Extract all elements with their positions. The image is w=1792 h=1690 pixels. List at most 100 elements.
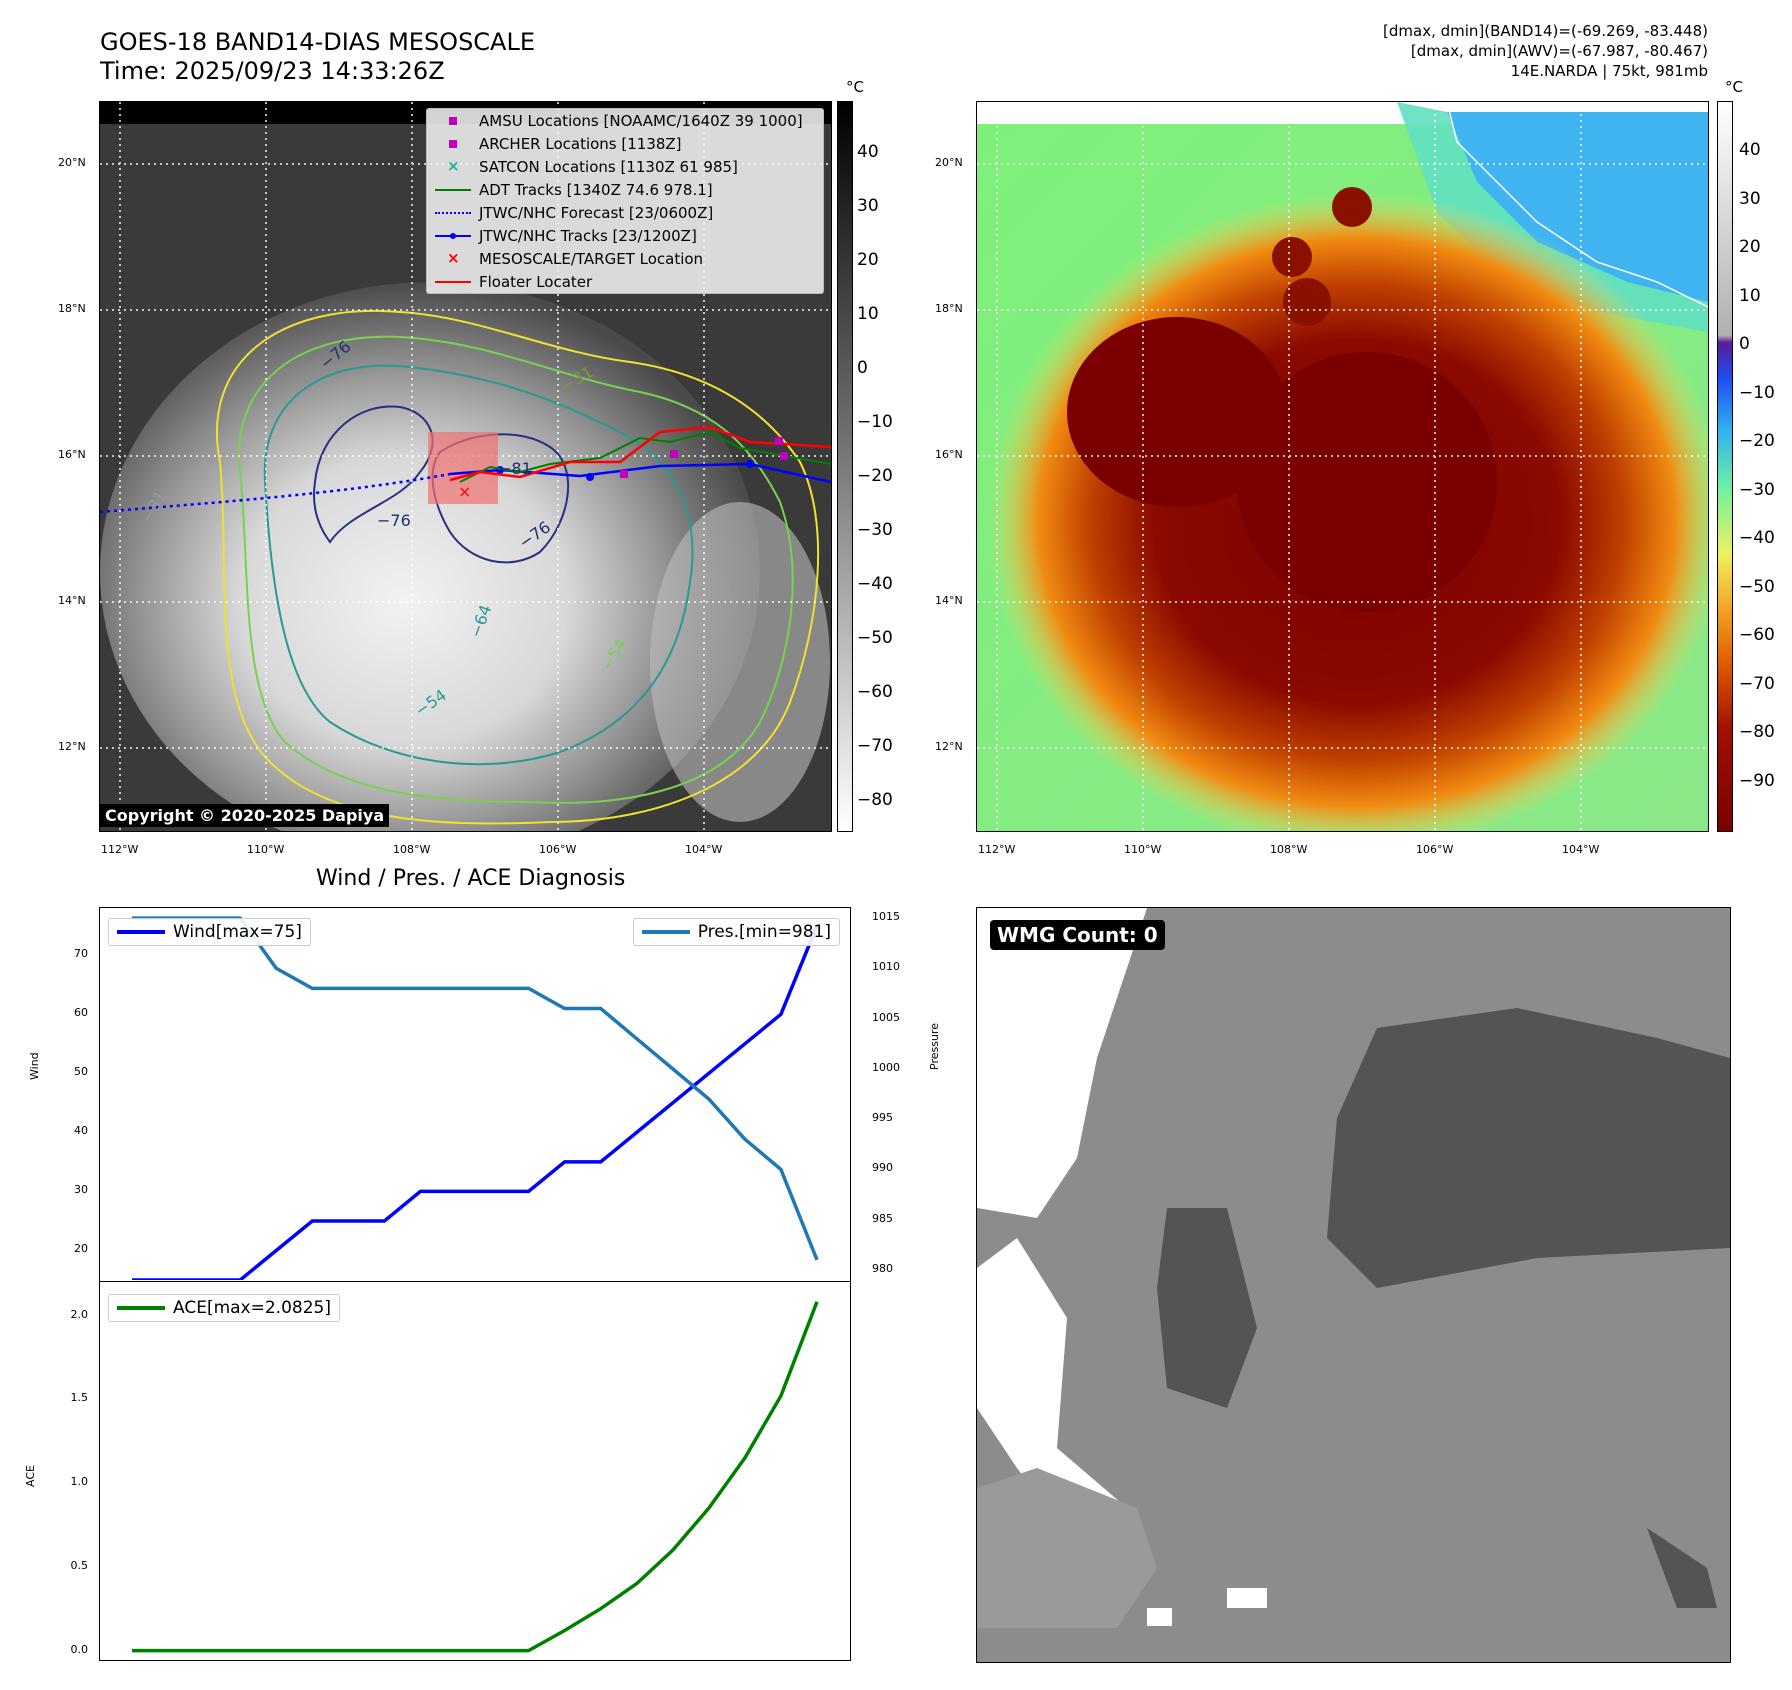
legend-item-floater: Floater Locater — [427, 270, 823, 293]
legend-item-tracks: JTWC/NHC Tracks [23/1200Z] — [427, 224, 823, 247]
colorbar-tick: −10 — [857, 412, 893, 432]
colorbar-tick: −50 — [857, 628, 893, 648]
colorbar-tick: −90 — [1739, 770, 1775, 791]
y-tick-label: 1000 — [872, 1060, 900, 1074]
y-tick-label: 995 — [872, 1111, 893, 1125]
lat-tick: 16°N — [58, 448, 86, 461]
y-tick-label: 20 — [74, 1242, 88, 1256]
lat-tick: 14°N — [58, 594, 86, 607]
lon-tick: 112°W — [101, 843, 139, 856]
colorbar-tick: −80 — [1739, 722, 1775, 742]
ace-svg — [132, 1301, 819, 1653]
colorbar-unit: °C — [846, 78, 864, 96]
y-tick-label: 0.5 — [70, 1558, 89, 1572]
lon-tick: 108°W — [393, 843, 431, 856]
series-line-0 — [132, 925, 819, 1280]
y-tick-label: 1.5 — [70, 1391, 89, 1405]
dmax-awv-info: [dmax, dmin](AWV)=(-67.987, -80.467) — [1410, 42, 1708, 60]
pressure-axis-label: Pressure — [928, 1023, 941, 1070]
ace-axis-label: ACE — [24, 1465, 37, 1487]
colorbar-tick: −60 — [857, 682, 893, 702]
y-tick-label: 1005 — [872, 1010, 900, 1024]
colorbar-tick: −40 — [1739, 528, 1775, 548]
line-icon — [433, 181, 473, 199]
legend-item-forecast: JTWC/NHC Forecast [23/0600Z] — [427, 201, 823, 224]
legend-item-archer: ARCHER Locations [1138Z] — [427, 132, 823, 155]
square-marker-icon — [433, 135, 473, 153]
colorbar-tick: 10 — [1739, 285, 1761, 306]
lon-tick: 106°W — [539, 843, 577, 856]
wind-axis-label: Wind — [28, 1052, 41, 1080]
colorbar-tick: −70 — [857, 736, 893, 756]
lat-tick: 18°N — [935, 302, 963, 315]
x-marker-icon: × — [447, 156, 460, 175]
colorbar-tick: 0 — [857, 358, 868, 378]
contour-label: −81 — [498, 459, 532, 478]
colorbar-tick: 20 — [1739, 237, 1761, 257]
colorbar-tick: −20 — [857, 466, 893, 486]
lon-tick: 104°W — [1562, 843, 1600, 856]
wind-pressure-svg — [132, 916, 819, 1280]
pressure-legend: Pres.[min=981] — [632, 918, 840, 946]
x-marker-icon: × — [447, 248, 460, 267]
wmg-count-badge: WMG Count: 0 — [990, 920, 1165, 950]
lon-tick: 110°W — [247, 843, 285, 856]
wind-legend: Wind[max=75] — [108, 918, 311, 946]
wmg-panel: WMG Count: 0 — [976, 907, 1731, 1663]
figure-title-line1: GOES-18 BAND14-DIAS MESOSCALE — [100, 28, 536, 56]
legend-item-mesoscale: × MESOSCALE/TARGET Location — [427, 247, 823, 270]
colorbar-tick: −30 — [1739, 479, 1775, 500]
colorbar-tick: −50 — [1739, 576, 1775, 597]
y-tick-label: 980 — [872, 1261, 893, 1275]
lon-tick: 104°W — [685, 843, 723, 856]
colorbar-tick: −40 — [857, 574, 893, 594]
y-tick-label: 1.0 — [70, 1475, 89, 1489]
colorbar-tick: 30 — [1739, 188, 1761, 209]
wmg-image — [977, 908, 1730, 1662]
enhanced-map-image — [977, 102, 1708, 831]
colorbar-tick: −30 — [857, 520, 893, 540]
colorbar-tick: −70 — [1739, 673, 1775, 694]
wind-pressure-plot: Wind[max=75] Pres.[min=981] — [99, 907, 851, 1282]
series-line-1 — [132, 916, 819, 1261]
series-line-0 — [132, 1301, 819, 1653]
lat-tick: 20°N — [58, 156, 86, 169]
storm-info: 14E.NARDA | 75kt, 981mb — [1510, 62, 1708, 80]
lat-tick: 16°N — [935, 448, 963, 461]
y-tick-label: 50 — [74, 1065, 88, 1079]
lon-tick: 110°W — [1124, 843, 1162, 856]
y-tick-label: 985 — [872, 1211, 893, 1225]
lon-tick: 108°W — [1270, 843, 1308, 856]
line-dot-icon — [433, 227, 473, 245]
enhanced-map-panel — [976, 101, 1709, 832]
gray-colorbar — [837, 101, 853, 832]
lat-tick: 20°N — [935, 156, 963, 169]
lat-tick: 18°N — [58, 302, 86, 315]
square-marker-icon — [433, 112, 473, 130]
svg-text:×: × — [458, 482, 471, 501]
colorbar-tick: 0 — [1739, 334, 1750, 354]
map-legend: AMSU Locations [NOAAMC/1640Z 39 1000] AR… — [426, 108, 824, 294]
legend-item-amsu: AMSU Locations [NOAAMC/1640Z 39 1000] — [427, 109, 823, 132]
y-tick-label: 1010 — [872, 960, 900, 974]
y-tick-label: 2.0 — [70, 1307, 89, 1321]
y-tick-label: 30 — [74, 1183, 88, 1197]
y-tick-label: 1015 — [872, 910, 900, 924]
lon-tick: 106°W — [1416, 843, 1454, 856]
color-colorbar — [1717, 101, 1733, 832]
colorbar-tick: 40 — [1739, 140, 1761, 160]
diagnosis-title: Wind / Pres. / ACE Diagnosis — [316, 866, 626, 891]
legend-item-satcon: × SATCON Locations [1130Z 61 985] — [427, 155, 823, 178]
contour-label: −76 — [377, 511, 411, 530]
legend-item-adt: ADT Tracks [1340Z 74.6 978.1] — [427, 178, 823, 201]
colorbar-tick: 10 — [857, 304, 879, 324]
ir-map-panel: × −76 −76 −76 −81 −64 −31 −31 −54 −54 AM… — [99, 101, 832, 832]
y-tick-label: 0.0 — [70, 1642, 89, 1656]
colorbar-unit: °C — [1725, 78, 1743, 96]
y-tick-label: 40 — [74, 1124, 88, 1138]
lat-tick: 14°N — [935, 594, 963, 607]
ace-legend: ACE[max=2.0825] — [108, 1294, 340, 1322]
copyright-label: Copyright © 2020-2025 Dapiya — [100, 804, 390, 827]
lat-tick: 12°N — [58, 740, 86, 753]
y-tick-label: 70 — [74, 947, 88, 961]
